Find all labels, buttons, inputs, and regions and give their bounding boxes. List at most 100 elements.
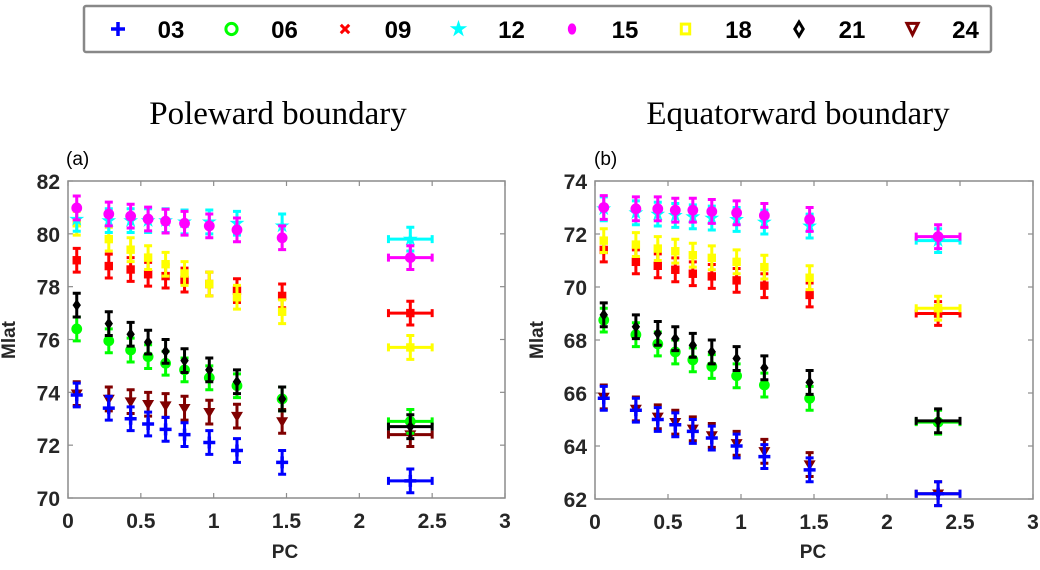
marker-diamond-icon bbox=[732, 352, 741, 365]
marker-circle-icon bbox=[758, 379, 770, 391]
y-tick-label: 68 bbox=[564, 330, 588, 353]
data-point bbox=[180, 347, 189, 375]
data-point bbox=[669, 196, 681, 224]
marker-triangle-down-icon bbox=[276, 417, 289, 428]
marker-dot-icon bbox=[231, 224, 243, 236]
marker-circle-icon bbox=[731, 370, 743, 382]
data-point bbox=[386, 413, 434, 441]
marker-diamond-icon bbox=[933, 414, 943, 427]
y-tick-label: 76 bbox=[37, 330, 60, 353]
y-tick-label: 66 bbox=[564, 383, 587, 406]
marker-square-icon bbox=[277, 307, 287, 316]
data-point bbox=[72, 246, 81, 274]
data-point bbox=[732, 248, 741, 276]
x-tick-label: 0 bbox=[62, 510, 74, 533]
series-06 bbox=[598, 306, 962, 436]
data-point bbox=[705, 424, 718, 452]
legend-label: 03 bbox=[158, 17, 185, 44]
marker-plus-icon bbox=[203, 436, 216, 449]
marker-x-icon bbox=[671, 265, 680, 274]
marker-plus-icon bbox=[758, 450, 771, 463]
marker-square-icon bbox=[671, 247, 680, 256]
data-point bbox=[805, 264, 814, 292]
marker-diamond-icon bbox=[126, 328, 135, 341]
panel-b-xlabel: PC bbox=[800, 542, 827, 563]
y-tick-label: 74 bbox=[564, 171, 588, 194]
panel-a: Poleward boundary (a) PC Mlat 0 0.5 1 1.5 2 2… bbox=[0, 96, 511, 563]
legend-marker-dot-icon bbox=[567, 23, 577, 35]
panel-b-title: Equatorward boundary bbox=[646, 96, 950, 132]
data-point bbox=[803, 456, 816, 484]
x-tick-label: 1 bbox=[208, 510, 220, 533]
marker-diamond-icon bbox=[688, 339, 698, 352]
marker-square-icon bbox=[232, 293, 242, 302]
marker-plus-icon bbox=[803, 463, 816, 476]
marker-plus-icon bbox=[124, 412, 137, 425]
marker-diamond-icon bbox=[72, 299, 81, 312]
legend-label: 09 bbox=[385, 17, 412, 44]
marker-star-icon bbox=[402, 231, 418, 246]
data-point bbox=[758, 443, 771, 471]
legend-item-03: 03 bbox=[111, 17, 184, 44]
marker-diamond-icon bbox=[277, 392, 287, 405]
marker-diamond-icon bbox=[805, 376, 814, 389]
marker-plus-icon bbox=[159, 423, 172, 436]
marker-dot-icon bbox=[103, 208, 115, 220]
marker-triangle-down-icon bbox=[230, 411, 243, 423]
marker-diamond-icon bbox=[653, 327, 662, 340]
marker-dot-icon bbox=[669, 204, 681, 216]
legend-label: 24 bbox=[952, 17, 979, 44]
marker-diamond-icon bbox=[671, 332, 680, 345]
data-point bbox=[652, 195, 664, 223]
y-tick-label: 70 bbox=[37, 488, 60, 511]
marker-triangle-down-icon bbox=[159, 401, 172, 412]
data-point bbox=[651, 406, 664, 433]
legend-label: 06 bbox=[271, 17, 298, 44]
data-point bbox=[126, 320, 135, 348]
data-point bbox=[71, 315, 83, 343]
data-point bbox=[914, 407, 962, 435]
data-point bbox=[178, 394, 191, 422]
panel-a-ylabel: Mlat bbox=[0, 320, 20, 359]
marker-diamond-icon bbox=[760, 361, 769, 374]
data-point bbox=[102, 394, 115, 422]
panel-a-title: Poleward boundary bbox=[149, 96, 407, 132]
data-point bbox=[205, 356, 214, 384]
data-point bbox=[599, 301, 608, 329]
marker-diamond-icon bbox=[205, 363, 214, 376]
data-point bbox=[104, 310, 113, 338]
y-tick-label: 80 bbox=[37, 224, 60, 247]
data-point bbox=[687, 196, 699, 224]
marker-x-icon bbox=[631, 257, 641, 267]
data-point bbox=[143, 328, 153, 356]
marker-plus-icon bbox=[142, 418, 155, 431]
data-point bbox=[276, 448, 289, 476]
marker-plus-icon bbox=[230, 444, 243, 457]
x-tick-label: 3 bbox=[499, 510, 511, 533]
panel-a-data bbox=[69, 194, 434, 495]
marker-plus-icon bbox=[276, 456, 289, 469]
legend-items: 03 06 09 12 15 18 21 24 bbox=[111, 17, 979, 44]
data-point bbox=[124, 405, 137, 433]
marker-dot-icon bbox=[932, 231, 944, 243]
x-tick-label: 1.5 bbox=[272, 510, 302, 533]
marker-x-icon bbox=[406, 308, 415, 318]
legend-item-18: 18 bbox=[679, 17, 752, 44]
marker-diamond-icon bbox=[180, 354, 189, 367]
data-point bbox=[161, 338, 170, 365]
data-point bbox=[276, 408, 289, 435]
data-point bbox=[232, 368, 242, 396]
data-point bbox=[760, 354, 769, 382]
marker-dot-icon bbox=[758, 210, 770, 221]
data-point bbox=[732, 345, 741, 372]
marker-dot-icon bbox=[731, 207, 743, 219]
marker-square-icon bbox=[599, 236, 608, 245]
legend-label: 12 bbox=[498, 17, 525, 44]
data-point bbox=[706, 198, 718, 225]
legend-item-09: 09 bbox=[339, 17, 412, 44]
data-point bbox=[180, 260, 189, 287]
panel-b: Equatorward boundary (b) PC Mlat 0 0.5 1 1.… bbox=[527, 96, 1039, 563]
marker-dot-icon bbox=[687, 204, 699, 216]
data-point bbox=[179, 209, 190, 237]
marker-dot-icon bbox=[71, 202, 83, 214]
